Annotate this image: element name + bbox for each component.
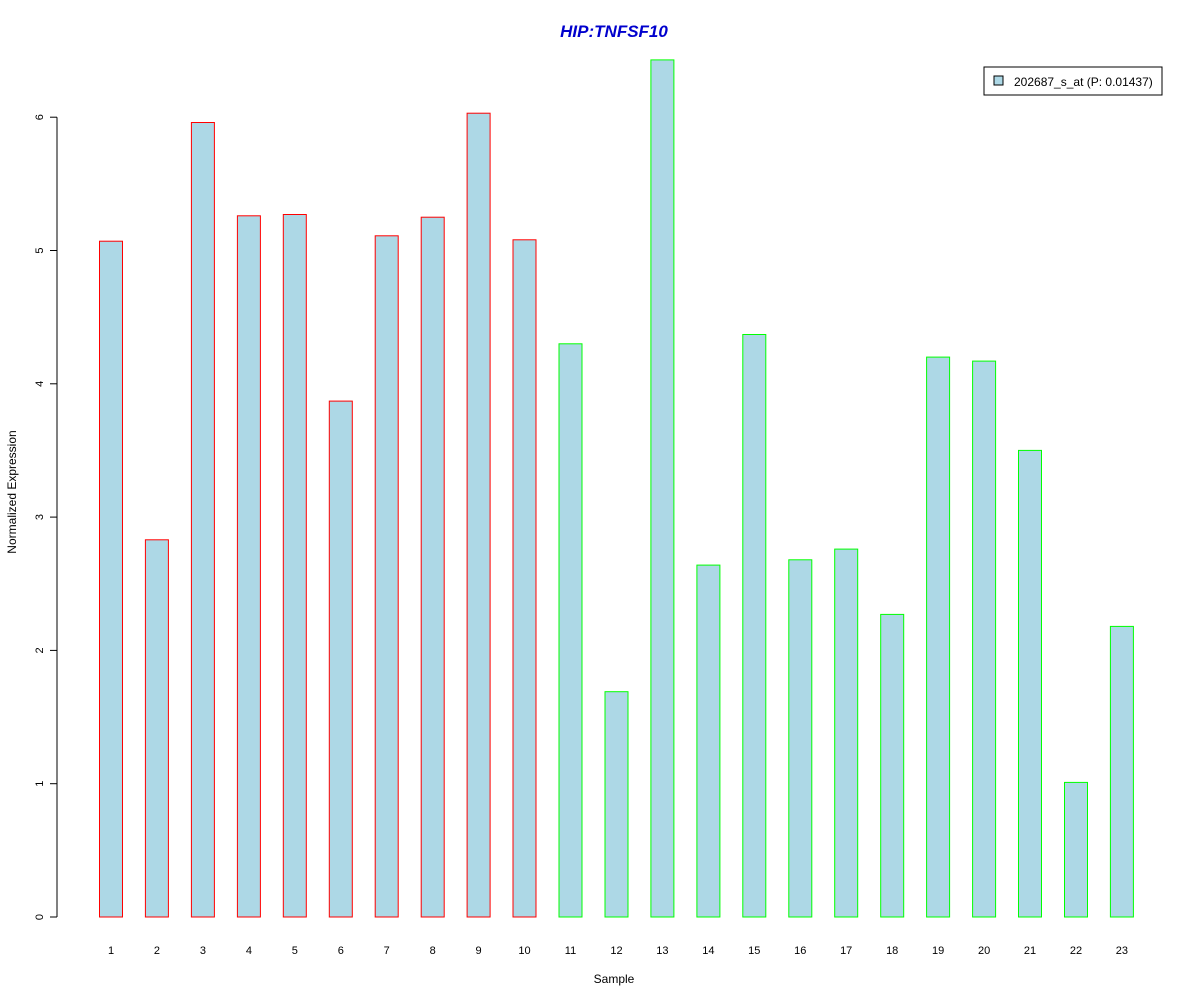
legend-swatch	[993, 75, 1004, 86]
y-axis-label: Normalized Expression	[5, 430, 19, 553]
y-tick-label: 5	[34, 247, 46, 253]
bar-sample-15	[742, 334, 767, 918]
bar-sample-6	[328, 400, 353, 918]
bar-sample-13	[650, 59, 675, 918]
bar-sample-8	[420, 216, 445, 918]
bar-sample-3	[190, 122, 215, 918]
x-tick-label: 15	[748, 945, 760, 957]
bar-sample-23	[1109, 625, 1134, 918]
x-tick-label: 5	[292, 945, 298, 957]
y-tick-label: 2	[34, 647, 46, 653]
x-tick-label: 8	[430, 945, 436, 957]
x-tick-label: 9	[476, 945, 482, 957]
bar-sample-7	[374, 235, 399, 918]
bar-sample-14	[696, 564, 721, 918]
bar-sample-21	[1018, 449, 1042, 918]
y-tick-label: 3	[34, 514, 46, 520]
x-tick-label: 7	[384, 945, 390, 957]
x-tick-label: 16	[794, 945, 806, 957]
x-tick-label: 21	[1024, 945, 1036, 957]
bar-sample-2	[144, 539, 169, 918]
bar-sample-16	[788, 559, 813, 918]
bar-sample-11	[558, 343, 583, 918]
bar-sample-5	[282, 214, 307, 918]
legend-label: 202687_s_at (P: 0.01437)	[1014, 75, 1153, 89]
x-tick-label: 2	[154, 945, 160, 957]
x-tick-label: 11	[565, 945, 576, 957]
bar-sample-12	[604, 691, 629, 918]
x-tick-label: 13	[656, 945, 668, 957]
bar-sample-17	[834, 548, 859, 918]
y-tick-label: 1	[34, 781, 46, 787]
bar-sample-1	[99, 240, 123, 918]
y-tick-label: 4	[34, 381, 46, 387]
bar-sample-9	[466, 112, 491, 918]
x-tick-label: 17	[840, 945, 852, 957]
bar-sample-10	[512, 239, 537, 918]
x-tick-label: 4	[246, 945, 252, 957]
legend-box	[983, 66, 1163, 96]
y-tick-label: 0	[34, 914, 46, 920]
legend: 202687_s_at (P: 0.01437)	[983, 66, 1163, 96]
x-tick-label: 14	[702, 945, 714, 957]
x-tick-label: 18	[886, 945, 898, 957]
x-tick-label: 12	[610, 945, 622, 957]
bar-sample-18	[880, 613, 905, 918]
bars	[99, 59, 1134, 918]
x-tick-label: 6	[338, 945, 344, 957]
bar-sample-19	[926, 356, 951, 918]
x-tick-labels: 1 2 3 4 5 6 7 8 9 10 11 12 13 14 15 16 17 18 19 20 21 22 23	[108, 945, 1128, 957]
x-tick-label: 1	[108, 945, 114, 957]
chart-title: HIP:TNFSF10	[560, 22, 668, 41]
x-tick-label: 19	[932, 945, 944, 957]
x-tick-label: 22	[1070, 945, 1082, 957]
y-axis: 0 1 2 3 4 5 6	[34, 114, 58, 920]
x-tick-label: 10	[518, 945, 530, 957]
bar-sample-22	[1064, 781, 1088, 918]
x-tick-label: 20	[978, 945, 990, 957]
bar-sample-20	[972, 360, 997, 918]
y-tick-label: 6	[34, 114, 46, 120]
x-tick-label: 23	[1116, 945, 1128, 957]
x-tick-label: 3	[200, 945, 206, 957]
x-axis-label: Sample	[594, 972, 635, 986]
bar-sample-4	[236, 215, 261, 918]
